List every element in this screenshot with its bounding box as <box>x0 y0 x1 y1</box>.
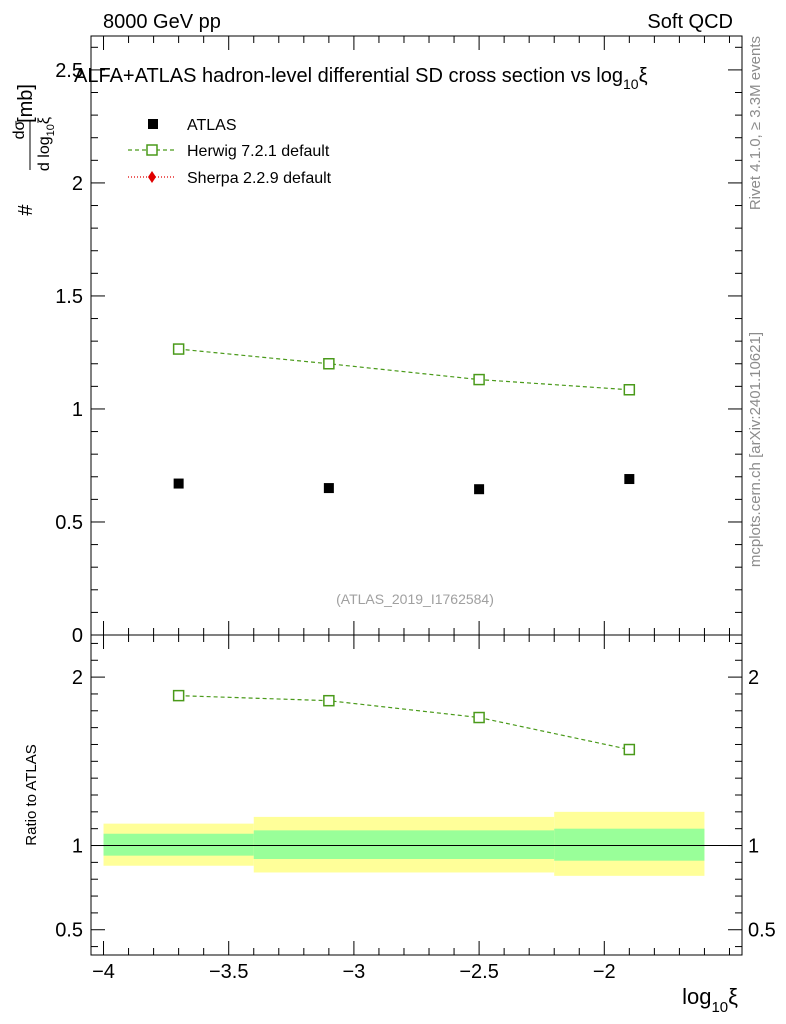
x-tick-label: −2.5 <box>459 961 498 983</box>
main-panel: 0 0.5 1 1.5 2 2.5 <box>55 36 742 647</box>
y-tick-label: 1 <box>72 399 83 421</box>
herwig-ratio-marker <box>623 743 636 756</box>
rivet-version-label: Rivet 4.1.0, ≥ 3.3M events <box>747 36 764 210</box>
y-tick-label: 2.5 <box>55 60 83 82</box>
x-tick-label: −4 <box>92 961 115 983</box>
stat-uncertainty-band <box>103 833 254 856</box>
atlas-data-point <box>173 478 184 489</box>
herwig-ratio-line <box>178 695 630 751</box>
ratio-y-tick-label: 2 <box>72 667 83 689</box>
stat-uncertainty-band <box>554 828 705 861</box>
legend-atlas-marker <box>148 119 158 129</box>
herwig-ratio-marker <box>473 711 485 724</box>
ratio-y-label: Ratio to ATLAS <box>23 744 40 845</box>
atlas-data-point <box>323 483 334 494</box>
ratio-y-tick-label-right: 1 <box>748 836 759 858</box>
legend-atlas-label: ATLAS <box>187 117 237 134</box>
x-tick-label: −3.5 <box>209 961 248 983</box>
y-axis-label: [mb] dσ d log10ξ # <box>11 84 57 216</box>
y-tick-label: 0 <box>72 625 83 647</box>
ratio-y-tick-label: 1 <box>72 836 83 858</box>
x-axis-label: log10ξ <box>682 984 738 1016</box>
legend-sherpa-label: Sherpa 2.2.9 default <box>187 170 332 187</box>
y-label-numerator: dσ <box>11 120 28 139</box>
y-tick-label: 2 <box>72 173 83 195</box>
x-tick-label: −2 <box>593 961 616 983</box>
header-left: 8000 GeV pp <box>103 11 221 33</box>
herwig-marker <box>323 358 335 370</box>
plot-title: ALFA+ATLAS hadron-level differential SD … <box>74 65 648 92</box>
legend-sherpa-marker <box>148 171 156 183</box>
ratio-y-tick-label-right: 0.5 <box>748 920 776 942</box>
mcplots-label: mcplots.cern.ch [arXiv:2401.10621] <box>747 332 764 567</box>
legend-herwig-marker <box>146 144 158 156</box>
stat-uncertainty-band <box>253 830 555 859</box>
atlas-data-point <box>474 484 485 495</box>
ratio-y-tick-label-right: 2 <box>748 667 759 689</box>
analysis-id: (ATLAS_2019_I1762584) <box>336 591 494 607</box>
y-tick-label: 0.5 <box>55 512 83 534</box>
legend: ATLAS Herwig 7.2.1 default Sherpa 2.2.9 de… <box>128 117 332 187</box>
y-label-unit: [mb] <box>15 84 37 123</box>
herwig-marker <box>473 373 485 386</box>
herwig-ratio-marker <box>323 694 335 707</box>
y-label-hash: # <box>15 204 37 216</box>
y-label-denominator: d log10ξ <box>36 117 57 171</box>
x-tick-label: −3 <box>342 961 365 983</box>
herwig-line <box>178 348 630 391</box>
herwig-marker <box>623 383 636 396</box>
ratio-y-tick-label: 0.5 <box>55 920 83 942</box>
ratio-panel: 0.5 0.5 1 1 2 2 −4 −3.5 −3 −2.5 −2 <box>55 635 776 983</box>
herwig-ratio-marker <box>172 689 185 702</box>
y-tick-label: 1.5 <box>55 286 83 308</box>
herwig-marker <box>172 343 185 355</box>
header-right: Soft QCD <box>647 11 733 33</box>
legend-herwig-label: Herwig 7.2.1 default <box>187 143 330 160</box>
atlas-data-point <box>624 474 635 485</box>
ratio-frame <box>90 634 743 956</box>
